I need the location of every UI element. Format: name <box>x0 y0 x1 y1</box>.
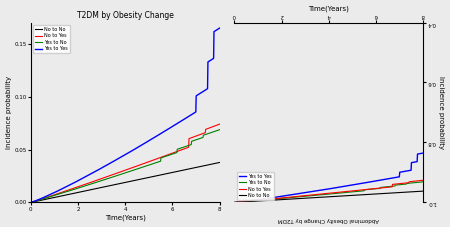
Yes to No <box>140 166 146 168</box>
No to Yes <box>212 124 218 127</box>
Yes to No <box>344 191 349 194</box>
Yes to No <box>130 169 135 172</box>
No to No <box>118 182 123 185</box>
No to No <box>130 179 135 182</box>
Yes to Yes <box>130 149 135 152</box>
No to Yes <box>334 191 339 194</box>
Yes to No <box>217 128 222 131</box>
No to No <box>420 190 426 192</box>
Line: Yes to No: Yes to No <box>234 182 423 202</box>
No to Yes <box>420 179 426 182</box>
Yes to Yes <box>217 27 222 30</box>
Text: Abdominal Obesity Change by T2DM: Abdominal Obesity Change by T2DM <box>278 217 379 222</box>
Yes to No <box>334 192 339 195</box>
No to Yes <box>130 166 135 169</box>
No to Yes <box>140 162 146 165</box>
Line: Yes to Yes: Yes to Yes <box>31 28 220 202</box>
No to Yes <box>118 170 123 173</box>
No to Yes <box>232 201 237 204</box>
No to No <box>217 161 222 164</box>
Yes to No <box>212 130 218 133</box>
No to No <box>344 194 349 197</box>
Line: No to Yes: No to Yes <box>31 124 220 202</box>
Yes to Yes <box>212 30 218 32</box>
Yes to Yes <box>119 155 124 158</box>
Yes to Yes <box>118 156 123 159</box>
Yes to No <box>323 193 328 196</box>
No to No <box>323 196 328 198</box>
Yes to Yes <box>321 188 327 191</box>
No to No <box>119 182 124 185</box>
No to Yes <box>416 179 421 182</box>
X-axis label: Time(Years): Time(Years) <box>105 215 146 221</box>
Line: Yes to Yes: Yes to Yes <box>234 153 423 202</box>
Yes to Yes <box>183 117 188 120</box>
Yes to Yes <box>420 152 426 154</box>
No to Yes <box>321 192 327 195</box>
Yes to No <box>387 185 392 188</box>
Yes to Yes <box>344 185 349 187</box>
No to Yes <box>344 190 349 193</box>
Line: No to Yes: No to Yes <box>234 180 423 202</box>
No to Yes <box>119 170 124 173</box>
Yes to Yes <box>416 153 421 155</box>
Yes to No <box>420 180 426 183</box>
Legend: No to No, No to Yes, Yes to No, Yes to Yes: No to No, No to Yes, Yes to No, Yes to Y… <box>33 25 70 53</box>
No to No <box>321 196 327 198</box>
Yes to No <box>183 145 188 148</box>
Title: T2DM by Obesity Change: T2DM by Obesity Change <box>77 11 174 20</box>
No to Yes <box>28 201 33 204</box>
Yes to No <box>416 181 421 184</box>
No to Yes <box>217 123 222 126</box>
No to No <box>212 162 218 165</box>
Yes to Yes <box>387 177 392 180</box>
Yes to Yes <box>28 201 33 204</box>
No to No <box>334 195 339 198</box>
No to No <box>232 201 237 204</box>
No to No <box>183 168 188 171</box>
X-axis label: Time(Years): Time(Years) <box>308 5 349 12</box>
Yes to Yes <box>323 188 328 191</box>
No to No <box>416 190 421 193</box>
No to No <box>28 201 33 204</box>
Legend: Yes to Yes, Yes to No, No to Yes, No to No: Yes to Yes, Yes to No, No to Yes, No to … <box>237 172 274 200</box>
No to Yes <box>183 147 188 150</box>
No to Yes <box>323 192 328 195</box>
No to No <box>140 177 146 180</box>
Y-axis label: Incidence probability: Incidence probability <box>5 76 12 149</box>
Line: No to No: No to No <box>234 191 423 202</box>
Line: Yes to No: Yes to No <box>31 130 220 202</box>
Yes to Yes <box>334 186 339 189</box>
No to Yes <box>387 186 392 188</box>
No to No <box>387 192 392 195</box>
Yes to Yes <box>232 201 237 204</box>
Y-axis label: Incidence probability: Incidence probability <box>438 76 445 149</box>
Yes to Yes <box>140 143 146 146</box>
Yes to No <box>118 173 123 176</box>
Line: No to No: No to No <box>31 163 220 202</box>
Yes to No <box>28 201 33 204</box>
Yes to No <box>232 201 237 204</box>
Yes to No <box>321 193 327 196</box>
Yes to No <box>119 173 124 175</box>
